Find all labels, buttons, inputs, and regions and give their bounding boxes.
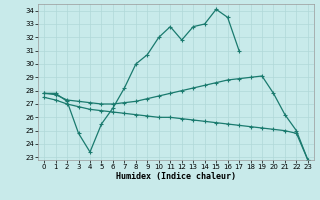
X-axis label: Humidex (Indice chaleur): Humidex (Indice chaleur) bbox=[116, 172, 236, 181]
